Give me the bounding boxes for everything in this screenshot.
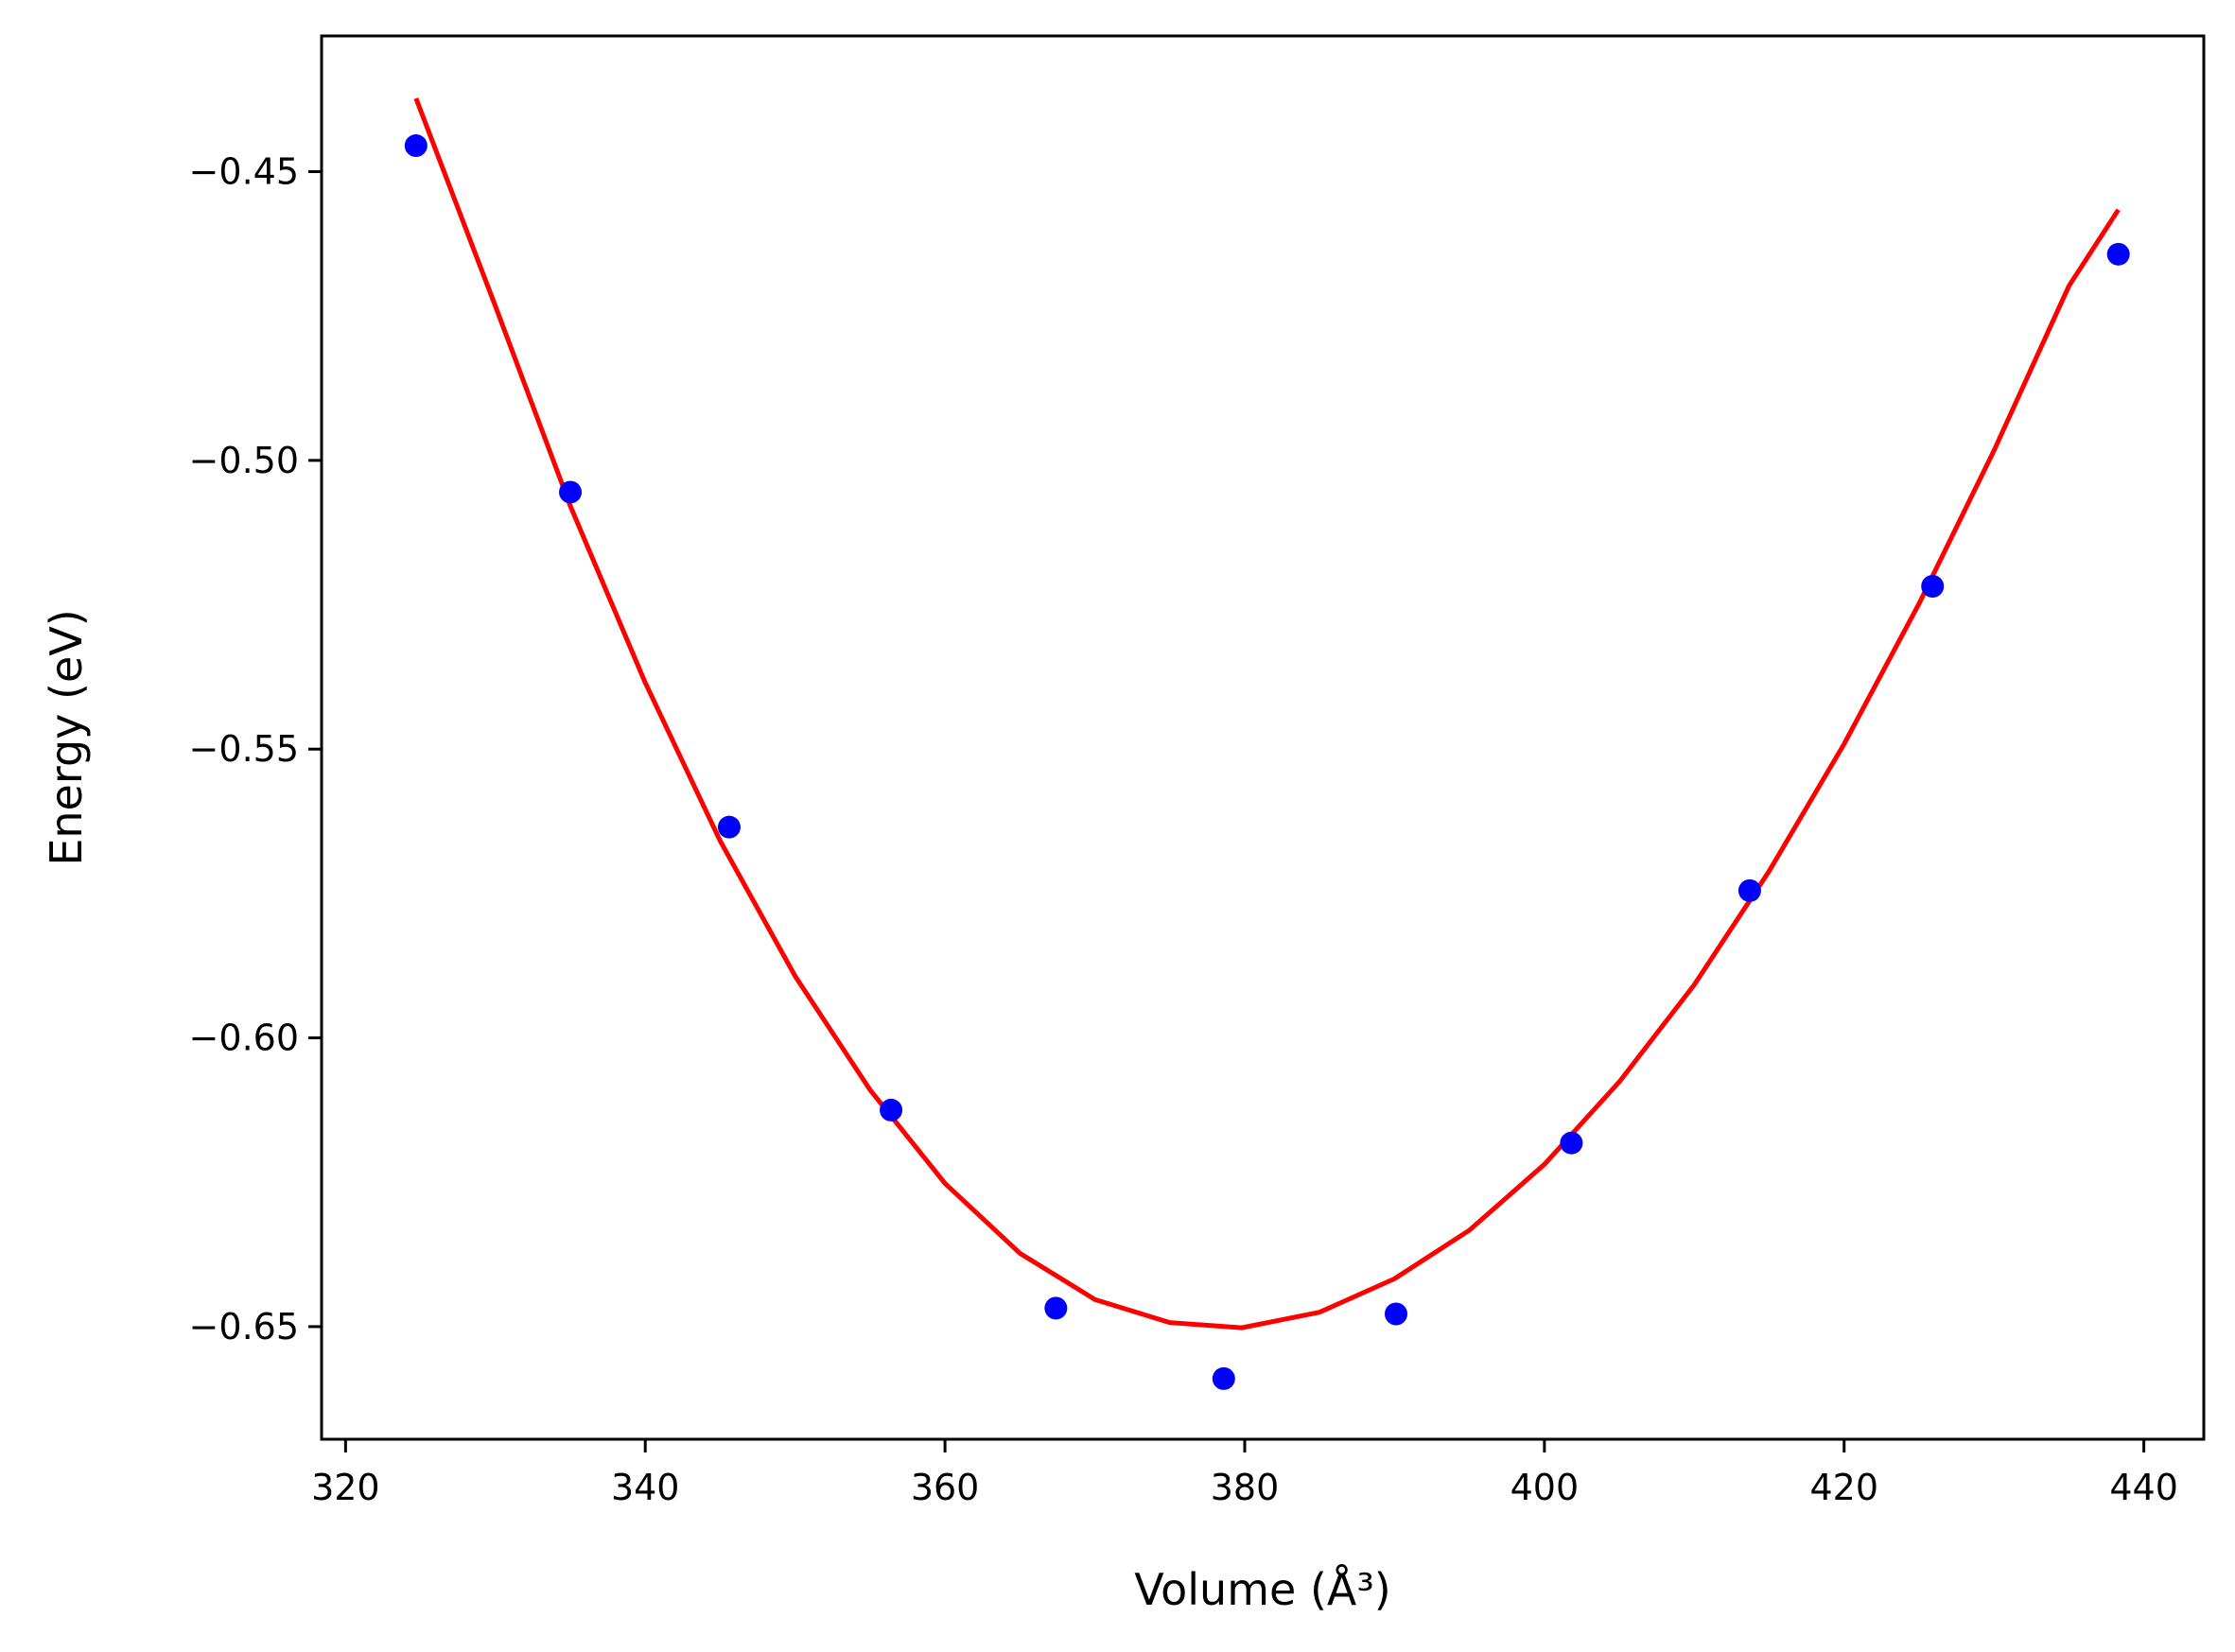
data-point	[1044, 1296, 1068, 1320]
data-point	[1921, 575, 1945, 598]
y-tick-label: −0.50	[189, 440, 299, 481]
x-tick-label: 340	[611, 1467, 680, 1508]
y-tick-label: −0.45	[189, 151, 299, 193]
x-tick-label: 440	[2109, 1467, 2178, 1508]
y-axis-ticks: −0.45 −0.50 −0.55 −0.60 −0.65	[189, 151, 322, 1348]
data-point	[404, 134, 428, 158]
y-tick-label: −0.65	[189, 1306, 299, 1348]
y-tick-label: −0.60	[189, 1017, 299, 1059]
data-point	[1737, 878, 1761, 902]
data-point	[1385, 1302, 1408, 1326]
data-point	[717, 815, 741, 839]
plot-frame	[320, 34, 2206, 1441]
x-axis-label: Volume (Å³)	[1134, 1564, 1391, 1615]
data-point	[1212, 1366, 1235, 1390]
x-tick-label: 360	[911, 1467, 980, 1508]
x-tick-label: 400	[1510, 1467, 1580, 1508]
x-axis-ticks: 320 340 360 380 400 420 440	[311, 1439, 2178, 1508]
data-point	[559, 480, 583, 504]
data-point	[2106, 242, 2130, 266]
y-tick-label: −0.55	[189, 728, 299, 770]
x-tick-label: 320	[311, 1467, 380, 1508]
fit-curve	[413, 97, 2121, 1330]
data-point	[880, 1098, 903, 1122]
y-axis-label: Energy (eV)	[41, 609, 92, 865]
x-tick-label: 420	[1809, 1467, 1878, 1508]
x-tick-label: 380	[1211, 1467, 1280, 1508]
plot-area	[404, 97, 2130, 1390]
data-point	[1560, 1131, 1583, 1155]
